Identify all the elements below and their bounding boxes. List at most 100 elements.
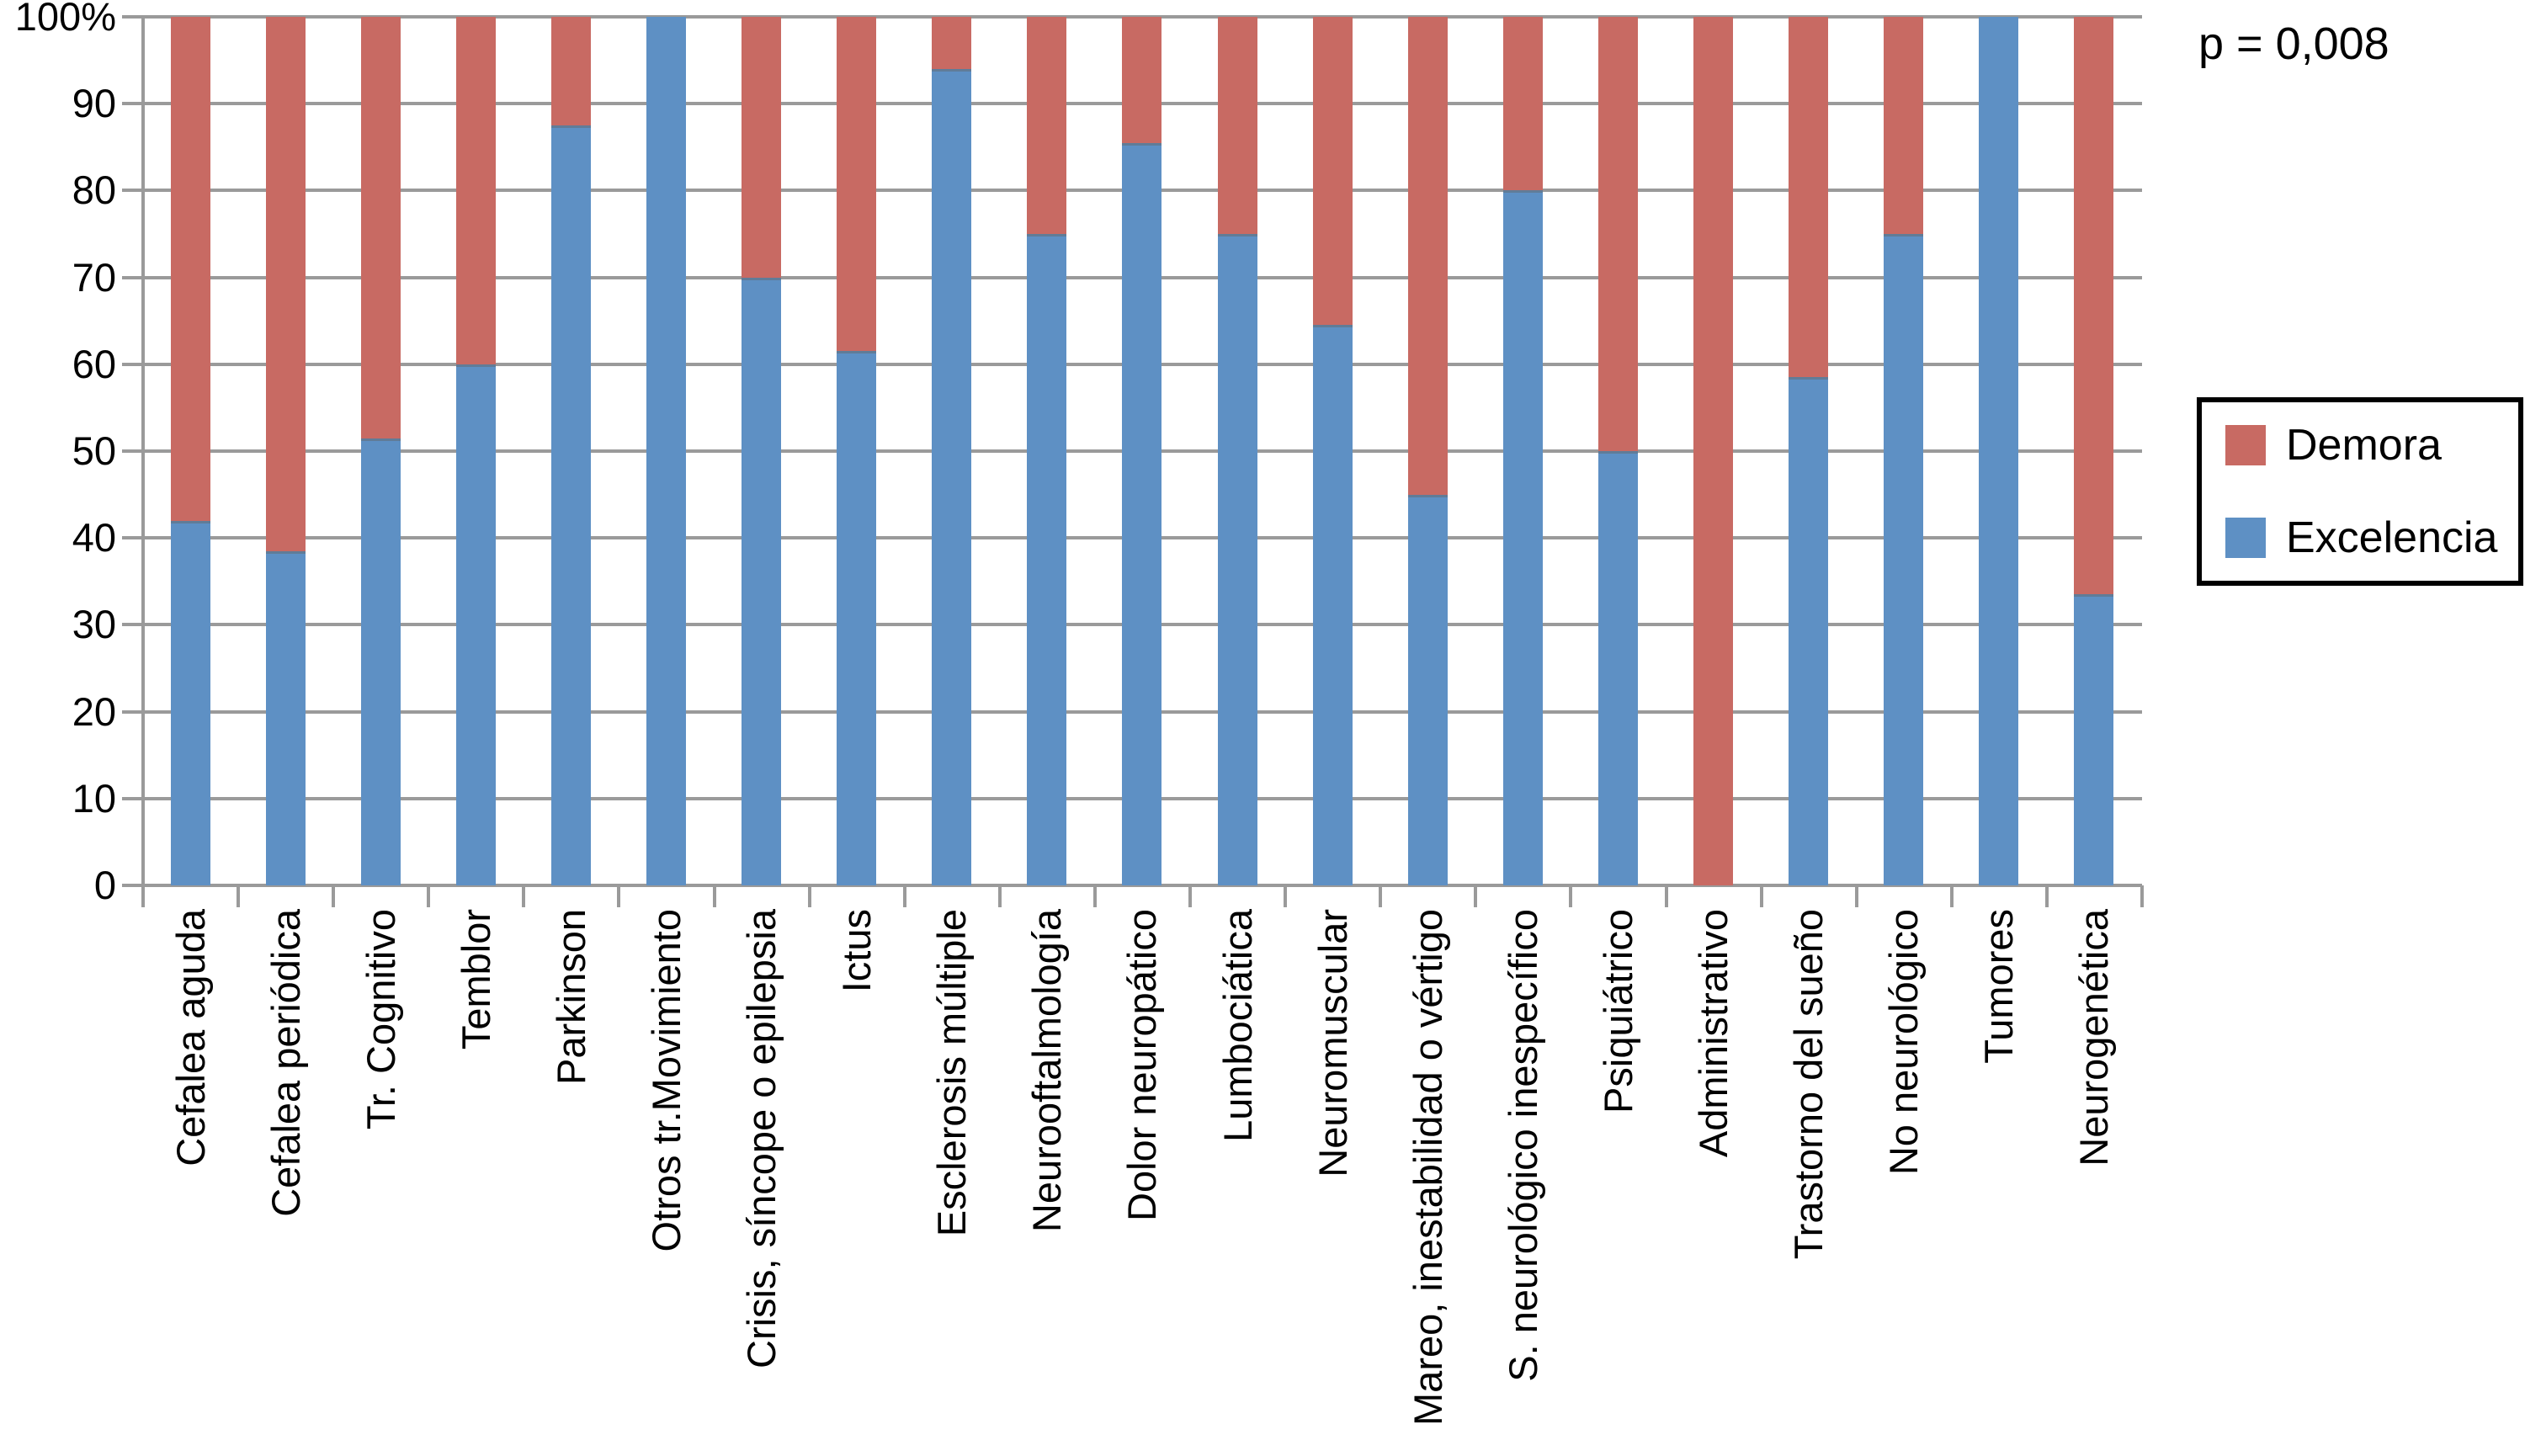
bar-slot bbox=[1285, 17, 1380, 885]
segment-demora bbox=[360, 17, 401, 438]
x-tick bbox=[522, 885, 526, 907]
stacked-bar bbox=[1789, 17, 1829, 885]
x-category-label: Cefalea aguda bbox=[167, 909, 213, 1166]
x-category-label-cell: Tr. Cognitivo bbox=[333, 909, 428, 1456]
segment-demora bbox=[2074, 17, 2114, 595]
p-value-annotation: p = 0,008 bbox=[2198, 19, 2389, 69]
x-tick bbox=[617, 885, 621, 907]
bar-slot bbox=[143, 17, 238, 885]
y-tick-label: 10 bbox=[72, 775, 116, 821]
stacked-bar bbox=[1502, 17, 1543, 885]
x-category-label-cell: Cefalea periódica bbox=[238, 909, 333, 1456]
x-tick bbox=[427, 885, 431, 907]
segment-excelencia bbox=[1884, 234, 1924, 885]
x-category-label: Ictus bbox=[834, 909, 880, 993]
bar-slot bbox=[1952, 17, 2047, 885]
x-category-label-cell: Neurooftalmología bbox=[1000, 909, 1095, 1456]
segment-excelencia bbox=[932, 68, 972, 885]
x-category-label-cell: No neurológico bbox=[1857, 909, 1952, 1456]
segment-excelencia bbox=[360, 438, 401, 885]
x-tick bbox=[2140, 885, 2144, 907]
x-category-label-cell: Neuromuscular bbox=[1285, 909, 1380, 1456]
segment-excelencia bbox=[2074, 594, 2114, 885]
x-tick bbox=[1949, 885, 1954, 907]
bar-slot bbox=[1666, 17, 1762, 885]
x-category-label: Psiquiátrico bbox=[1595, 909, 1640, 1113]
segment-demora bbox=[837, 17, 877, 352]
x-category-label: Trastorno del sueño bbox=[1786, 909, 1831, 1260]
x-category-label-cell: S. neurológico inespecífico bbox=[1475, 909, 1571, 1456]
x-category-label-cell: Neurogenética bbox=[2047, 909, 2142, 1456]
x-tick bbox=[1284, 885, 1288, 907]
stacked-bar bbox=[646, 17, 687, 885]
segment-demora bbox=[1312, 17, 1353, 326]
legend-swatch-demora bbox=[2225, 425, 2266, 465]
segment-excelencia bbox=[1789, 377, 1829, 885]
x-category-label: Neurooftalmología bbox=[1024, 909, 1070, 1233]
x-category-label: Tumores bbox=[1976, 909, 2022, 1064]
stacked-bar bbox=[2074, 17, 2114, 885]
x-tick bbox=[1092, 885, 1097, 907]
y-tick-label: 60 bbox=[72, 341, 116, 386]
legend-label: Demora bbox=[2286, 421, 2442, 470]
segment-excelencia bbox=[742, 277, 782, 885]
legend-label: Excelencia bbox=[2286, 513, 2498, 562]
y-tick-label: 0 bbox=[93, 863, 116, 907]
stacked-bar bbox=[1312, 17, 1353, 885]
segment-demora bbox=[170, 17, 210, 521]
y-tick-label: 70 bbox=[72, 254, 116, 300]
x-category-label: Otros tr.Movimiento bbox=[644, 909, 689, 1252]
x-category-label: S. neurológico inespecífico bbox=[1500, 909, 1545, 1382]
x-category-label: Dolor neuropático bbox=[1119, 909, 1165, 1221]
bar-slot bbox=[1190, 17, 1285, 885]
stacked-bar bbox=[742, 17, 782, 885]
x-category-label-cell: Parkinson bbox=[524, 909, 619, 1456]
x-category-label-cell: Psiquiátrico bbox=[1571, 909, 1666, 1456]
segment-excelencia bbox=[550, 125, 591, 885]
x-category-label: Crisis, síncope o epilepsia bbox=[739, 909, 784, 1368]
segment-demora bbox=[550, 17, 591, 125]
bar-slot bbox=[1857, 17, 1952, 885]
x-category-label-cell: Cefalea aguda bbox=[143, 909, 238, 1456]
bar-slot bbox=[1000, 17, 1095, 885]
legend: Demora Excelencia bbox=[2197, 397, 2523, 586]
x-category-label-cell: Temblor bbox=[428, 909, 524, 1456]
y-tick-label: 50 bbox=[72, 428, 116, 473]
segment-excelencia bbox=[170, 520, 210, 885]
segment-excelencia bbox=[1312, 325, 1353, 885]
stacked-bar bbox=[1122, 17, 1162, 885]
x-category-label: Mareo, inestabilidad o vértigo bbox=[1405, 909, 1450, 1426]
segment-demora bbox=[1407, 17, 1448, 495]
segment-demora bbox=[742, 17, 782, 278]
segment-excelencia bbox=[646, 17, 687, 885]
x-category-label-cell: Trastorno del sueño bbox=[1762, 909, 1857, 1456]
x-tick bbox=[332, 885, 336, 907]
segment-demora bbox=[1502, 17, 1543, 191]
x-category-label: Parkinson bbox=[548, 909, 593, 1085]
x-tick bbox=[1759, 885, 1763, 907]
x-tick bbox=[1188, 885, 1193, 907]
stacked-bar bbox=[1597, 17, 1638, 885]
x-category-label-cell: Esclerosis múltiple bbox=[905, 909, 1000, 1456]
x-category-label-cell: Ictus bbox=[810, 909, 905, 1456]
legend-row-excelencia: Excelencia bbox=[2225, 514, 2518, 561]
plot-area bbox=[143, 17, 2142, 885]
segment-excelencia bbox=[1407, 494, 1448, 885]
stacked-bar bbox=[455, 17, 496, 885]
segment-excelencia bbox=[1597, 451, 1638, 885]
segment-excelencia bbox=[455, 364, 496, 885]
bar-slot bbox=[428, 17, 524, 885]
x-tick bbox=[902, 885, 906, 907]
segment-demora bbox=[1884, 17, 1924, 234]
x-tick bbox=[712, 885, 716, 907]
bar-slot bbox=[905, 17, 1000, 885]
bar-slot bbox=[524, 17, 619, 885]
segment-demora bbox=[455, 17, 496, 364]
x-category-label-cell: Dolor neuropático bbox=[1095, 909, 1190, 1456]
x-tick bbox=[141, 885, 145, 907]
x-tick bbox=[2044, 885, 2049, 907]
x-category-label: Neuromuscular bbox=[1310, 909, 1355, 1177]
segment-excelencia bbox=[1502, 190, 1543, 885]
x-axis-category-labels: Cefalea aguda Cefalea periódica Tr. Cognit… bbox=[143, 909, 2142, 1456]
